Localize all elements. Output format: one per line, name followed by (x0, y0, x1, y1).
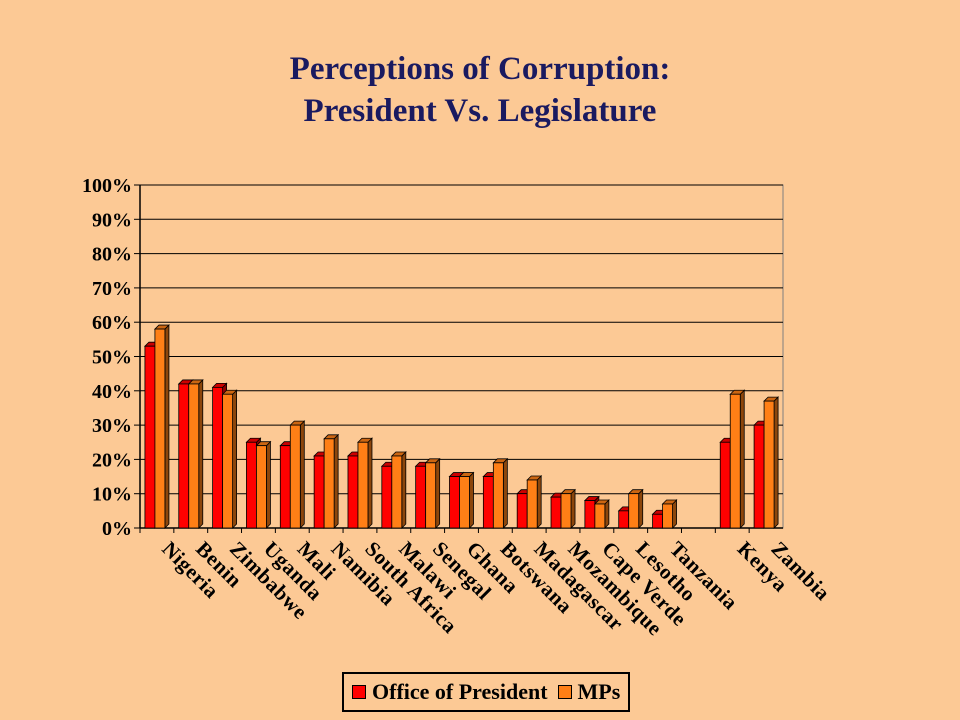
bar-mps (256, 445, 267, 529)
bar-mps (357, 441, 369, 529)
y-tick-label: 70% (92, 278, 132, 300)
bar-mps (188, 383, 200, 529)
y-tick-label: 20% (92, 449, 132, 471)
legend-item-mps: MPs (557, 679, 621, 705)
bar-side-1 (266, 440, 271, 529)
bar-mps (154, 328, 166, 529)
bar-side-1 (232, 389, 238, 529)
bar-side-1 (367, 437, 373, 529)
bar-mps (763, 400, 775, 529)
y-tick-label: 50% (92, 347, 132, 369)
bar-side-1 (198, 378, 204, 529)
bar-side-1 (536, 475, 542, 529)
bar-president (618, 510, 630, 529)
chart-title-line1: Perceptions of Corruption: (289, 51, 671, 87)
bar-president (719, 441, 731, 529)
legend-label-mps: MPs (577, 679, 621, 704)
bar-mps (323, 438, 335, 529)
bar-president (279, 445, 291, 529)
bar-president (516, 493, 528, 529)
bar-president (584, 500, 596, 529)
y-tick-label: 80% (92, 244, 132, 266)
bar-mps (492, 462, 504, 529)
chart-title: Perceptions of Corruption: President Vs.… (0, 48, 960, 132)
bar-side-1 (739, 389, 745, 529)
bar-side-1 (502, 457, 508, 529)
bar-president (449, 476, 460, 529)
bar-president (347, 455, 359, 529)
bar-side-1 (299, 420, 305, 529)
bar-mps (222, 393, 234, 529)
y-tick-label: 60% (92, 312, 132, 334)
y-tick-label: 100% (82, 175, 132, 197)
y-tick-label: 10% (92, 484, 132, 506)
bar-president (246, 441, 257, 529)
bar-president (212, 386, 224, 529)
bar-mps (526, 479, 538, 529)
legend-swatch-mps (557, 685, 572, 699)
bar-mps (289, 424, 301, 529)
bar-mps (662, 503, 673, 529)
legend-label-president: Office of President (372, 679, 548, 704)
bar-side-1 (672, 499, 677, 529)
bar-mps (594, 503, 606, 529)
y-tick-label: 30% (92, 415, 132, 437)
bar-mps (459, 476, 470, 529)
bar-mps (729, 393, 741, 529)
bar-president (482, 476, 494, 529)
y-tick-label: 90% (92, 209, 132, 231)
bar-side-1 (469, 471, 474, 529)
legend-swatch-president (352, 685, 366, 699)
bar-mps (560, 493, 572, 529)
bar-president (144, 345, 156, 529)
bar-side-1 (604, 499, 610, 529)
bar-side-1 (638, 488, 644, 529)
bar-side-1 (401, 451, 407, 529)
bar-side-1 (570, 488, 576, 529)
y-tick-label: 40% (92, 381, 132, 403)
bar-president (550, 496, 562, 529)
bar-mps (628, 493, 640, 529)
bar-side-1 (164, 324, 170, 529)
bar-mps (391, 455, 403, 529)
bar-president (415, 465, 427, 529)
chart-legend: Office of President MPs (342, 672, 631, 712)
legend-item-president: Office of President (352, 679, 548, 705)
bar-president (652, 513, 663, 529)
bar-president (753, 424, 765, 529)
bar-side-1 (435, 457, 441, 529)
y-tick-label: 0% (102, 518, 132, 540)
bar-president (313, 455, 325, 529)
chart-title-line2: President Vs. Legislature (303, 93, 657, 129)
bar-president (178, 383, 190, 529)
bar-president (381, 465, 393, 529)
bar-mps (425, 462, 437, 529)
bar-side-1 (333, 433, 339, 529)
bar-side-1 (773, 396, 779, 529)
